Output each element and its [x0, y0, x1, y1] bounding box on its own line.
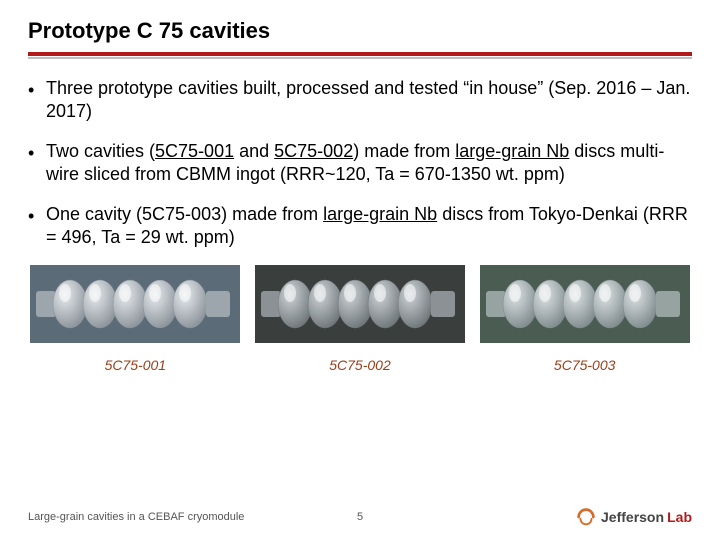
cavity-photo-2: [255, 265, 465, 343]
bullet-3-link-1: large-grain Nb: [323, 204, 437, 224]
bullet-dot: •: [28, 140, 46, 187]
bullet-2-seg-b: and: [234, 141, 274, 161]
cavity-caption-1: 5C75-001: [28, 357, 243, 373]
bullet-2: • Two cavities (5C75-001 and 5C75-002) m…: [28, 140, 692, 187]
bullet-list: • Three prototype cavities built, proces…: [28, 77, 692, 249]
bullet-2-seg-c: ) made from: [353, 141, 455, 161]
bullet-2-link-3: large-grain Nb: [455, 141, 569, 161]
cavity-figure-3: 5C75-003: [477, 265, 692, 373]
jlab-text-1: Jefferson: [601, 509, 664, 525]
bullet-1: • Three prototype cavities built, proces…: [28, 77, 692, 124]
bullet-2-link-1: 5C75-001: [155, 141, 234, 161]
bullet-3-seg-a: One cavity (5C75-003) made from: [46, 204, 323, 224]
footer-page-number: 5: [340, 511, 380, 523]
bullet-dot: •: [28, 77, 46, 124]
footer-logo-area: Jefferson Lab: [380, 506, 692, 528]
figure-row: 5C75-001 5C75-002 5C75-003: [28, 265, 692, 373]
bullet-2-link-2: 5C75-002: [274, 141, 353, 161]
cavity-photo-3: [480, 265, 690, 343]
title-rule-red: [28, 52, 692, 56]
bullet-2-text: Two cavities (5C75-001 and 5C75-002) mad…: [46, 140, 692, 187]
cavity-figure-2: 5C75-002: [253, 265, 468, 373]
cavity-photo-1: [30, 265, 240, 343]
bullet-3-text: One cavity (5C75-003) made from large-gr…: [46, 203, 692, 250]
jlab-text-2: Lab: [667, 509, 692, 525]
bullet-3: • One cavity (5C75-003) made from large-…: [28, 203, 692, 250]
bullet-1-text: Three prototype cavities built, processe…: [46, 77, 692, 124]
footer-left-text: Large-grain cavities in a CEBAF cryomodu…: [28, 511, 340, 523]
bullet-2-seg-a: Two cavities (: [46, 141, 155, 161]
cavity-figure-1: 5C75-001: [28, 265, 243, 373]
slide-title: Prototype C 75 cavities: [28, 18, 692, 50]
cavity-caption-3: 5C75-003: [477, 357, 692, 373]
jlab-logo: Jefferson Lab: [575, 506, 692, 528]
cavity-caption-2: 5C75-002: [253, 357, 468, 373]
title-rule-gray: [28, 57, 692, 59]
jlab-swirl-icon: [575, 506, 597, 528]
footer: Large-grain cavities in a CEBAF cryomodu…: [28, 506, 692, 528]
bullet-dot: •: [28, 203, 46, 250]
